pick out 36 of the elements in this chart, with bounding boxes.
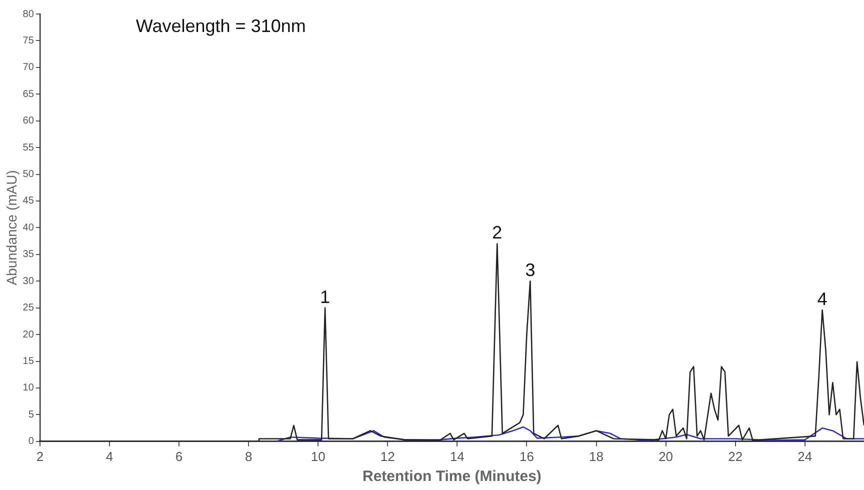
x-tick-label: 4 [106, 448, 114, 464]
x-tick-label: 10 [310, 448, 326, 464]
y-tick-label: 10 [22, 382, 34, 394]
y-tick-label: 45 [22, 196, 34, 207]
y-tick-label: 0 [28, 436, 34, 448]
x-tick-label: 22 [728, 448, 743, 464]
y-tick-label: 80 [22, 8, 34, 20]
x-tick-label: 12 [380, 448, 395, 464]
x-tick-label: 18 [589, 448, 604, 464]
y-tick-label: 55 [22, 142, 34, 154]
y-tick-label: 25 [22, 302, 34, 314]
annotation: 4 [817, 288, 828, 309]
y-axis-title: Abundance (mAU) [3, 170, 20, 286]
annotation: 2 [492, 222, 502, 243]
y-tick-label: 75 [22, 35, 34, 46]
y-tick-label: 60 [22, 116, 34, 127]
x-tick-label: 16 [519, 448, 534, 464]
y-tick-label: 30 [22, 276, 34, 287]
y-tick-label: 70 [22, 62, 34, 74]
y-tick-label: 35 [22, 249, 34, 260]
y-tick-label: 15 [22, 356, 34, 368]
annotation: 1 [320, 286, 330, 307]
x-tick-label: 8 [244, 448, 252, 464]
y-tick-label: 40 [22, 222, 34, 234]
annotation: Wavelength = 310nm [136, 16, 306, 36]
x-tick-label: 2 [36, 448, 44, 464]
x-axis-title: Retention Time (Minutes) [362, 468, 542, 486]
y-tick-label: 5 [28, 409, 34, 420]
annotation: 3 [525, 260, 536, 280]
y-tick-label: 50 [22, 169, 34, 180]
x-tick-label: 24 [798, 448, 812, 464]
x-tick-label: 6 [175, 448, 183, 464]
y-tick-label: 20 [22, 329, 34, 340]
y-tick-label: 65 [22, 88, 34, 100]
x-tick-label: 20 [658, 448, 674, 464]
x-tick-label: 14 [450, 448, 464, 464]
